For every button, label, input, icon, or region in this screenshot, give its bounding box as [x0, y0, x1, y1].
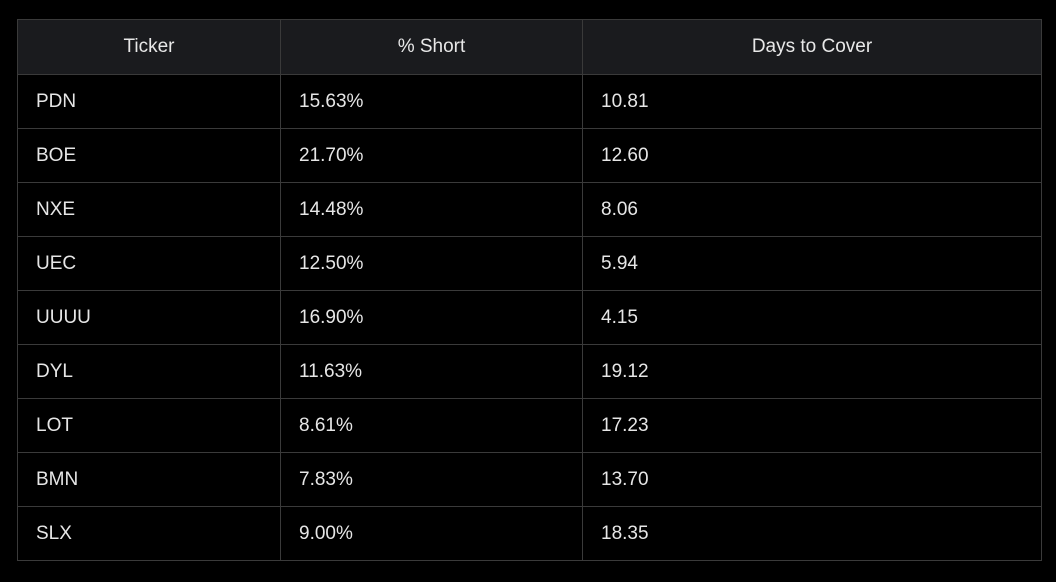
table-row: BMN 7.83% 13.70: [17, 452, 1042, 507]
cell-days-to-cover: 18.35: [582, 506, 1042, 561]
table-row: LOT 8.61% 17.23: [17, 398, 1042, 453]
cell-ticker: UUUU: [17, 290, 281, 345]
table-row: PDN 15.63% 10.81: [17, 74, 1042, 129]
cell-days-to-cover: 17.23: [582, 398, 1042, 453]
cell-days-to-cover: 4.15: [582, 290, 1042, 345]
table-row: SLX 9.00% 18.35: [17, 506, 1042, 561]
cell-percent-short: 8.61%: [280, 398, 583, 453]
cell-days-to-cover: 5.94: [582, 236, 1042, 291]
cell-ticker: NXE: [17, 182, 281, 237]
column-header-days-to-cover[interactable]: Days to Cover: [582, 19, 1042, 75]
cell-ticker: SLX: [17, 506, 281, 561]
cell-ticker: PDN: [17, 74, 281, 129]
cell-days-to-cover: 13.70: [582, 452, 1042, 507]
table-row: UUUU 16.90% 4.15: [17, 290, 1042, 345]
header-row: Ticker % Short Days to Cover: [17, 19, 1042, 75]
column-header-ticker[interactable]: Ticker: [17, 19, 281, 75]
cell-percent-short: 9.00%: [280, 506, 583, 561]
short-interest-table-container: Ticker % Short Days to Cover PDN 15.63% …: [17, 19, 1042, 570]
cell-days-to-cover: 10.81: [582, 74, 1042, 129]
short-interest-table: Ticker % Short Days to Cover PDN 15.63% …: [17, 19, 1042, 561]
cell-percent-short: 11.63%: [280, 344, 583, 399]
cell-ticker: LOT: [17, 398, 281, 453]
cell-percent-short: 15.63%: [280, 74, 583, 129]
cell-percent-short: 16.90%: [280, 290, 583, 345]
cell-ticker: BMN: [17, 452, 281, 507]
cell-days-to-cover: 8.06: [582, 182, 1042, 237]
cell-percent-short: 12.50%: [280, 236, 583, 291]
cell-percent-short: 14.48%: [280, 182, 583, 237]
cell-ticker: BOE: [17, 128, 281, 183]
table-row: BOE 21.70% 12.60: [17, 128, 1042, 183]
cell-days-to-cover: 12.60: [582, 128, 1042, 183]
cell-days-to-cover: 19.12: [582, 344, 1042, 399]
table-row: NXE 14.48% 8.06: [17, 182, 1042, 237]
cell-ticker: UEC: [17, 236, 281, 291]
cell-percent-short: 7.83%: [280, 452, 583, 507]
table-row: DYL 11.63% 19.12: [17, 344, 1042, 399]
table-header: Ticker % Short Days to Cover: [17, 19, 1042, 75]
table-body: PDN 15.63% 10.81 BOE 21.70% 12.60 NXE 14…: [17, 74, 1042, 561]
cell-ticker: DYL: [17, 344, 281, 399]
column-header-percent-short[interactable]: % Short: [280, 19, 583, 75]
cell-percent-short: 21.70%: [280, 128, 583, 183]
table-row: UEC 12.50% 5.94: [17, 236, 1042, 291]
